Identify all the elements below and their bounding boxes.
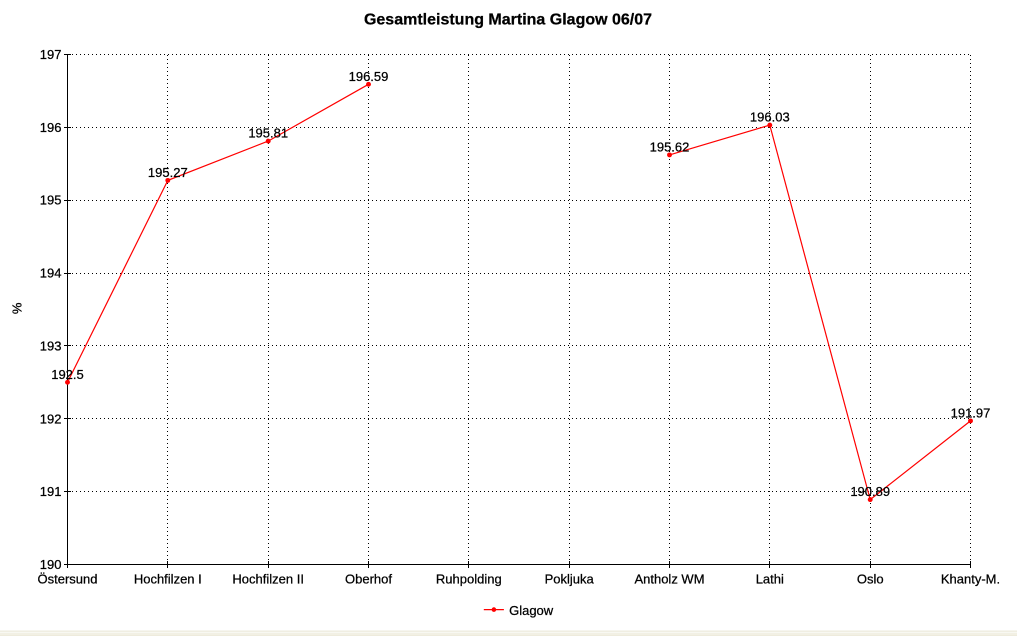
svg-text:Glagow: Glagow: [509, 603, 554, 618]
svg-text:196.59: 196.59: [349, 69, 389, 84]
svg-text:195.62: 195.62: [650, 140, 690, 155]
svg-text:Pokljuka: Pokljuka: [545, 571, 595, 586]
svg-text:%: %: [9, 302, 24, 314]
svg-text:195.27: 195.27: [148, 165, 188, 180]
svg-text:Gesamtleistung Martina Glagow: Gesamtleistung Martina Glagow 06/07: [364, 12, 652, 29]
svg-text:192.5: 192.5: [51, 367, 84, 382]
svg-text:196.03: 196.03: [750, 110, 790, 125]
svg-text:191.97: 191.97: [951, 406, 991, 421]
svg-text:Hochfilzen II: Hochfilzen II: [232, 571, 304, 586]
svg-text:190: 190: [40, 557, 62, 572]
svg-text:194: 194: [40, 266, 62, 281]
svg-text:196: 196: [40, 120, 62, 135]
svg-text:195: 195: [40, 193, 62, 208]
svg-text:192: 192: [40, 411, 62, 426]
svg-text:Ruhpolding: Ruhpolding: [436, 571, 502, 586]
svg-text:Oslo: Oslo: [857, 571, 884, 586]
svg-text:193: 193: [40, 338, 62, 353]
svg-text:Lathi: Lathi: [756, 571, 784, 586]
svg-text:195.81: 195.81: [248, 126, 288, 141]
svg-text:Hochfilzen I: Hochfilzen I: [134, 571, 202, 586]
svg-text:Antholz WM: Antholz WM: [634, 571, 704, 586]
svg-text:190.89: 190.89: [850, 484, 890, 499]
svg-text:Östersund: Östersund: [38, 571, 98, 586]
svg-text:Oberhof: Oberhof: [345, 571, 392, 586]
svg-text:Khanty-M.: Khanty-M.: [941, 571, 1000, 586]
svg-text:197: 197: [40, 47, 62, 62]
svg-text:191: 191: [40, 484, 62, 499]
